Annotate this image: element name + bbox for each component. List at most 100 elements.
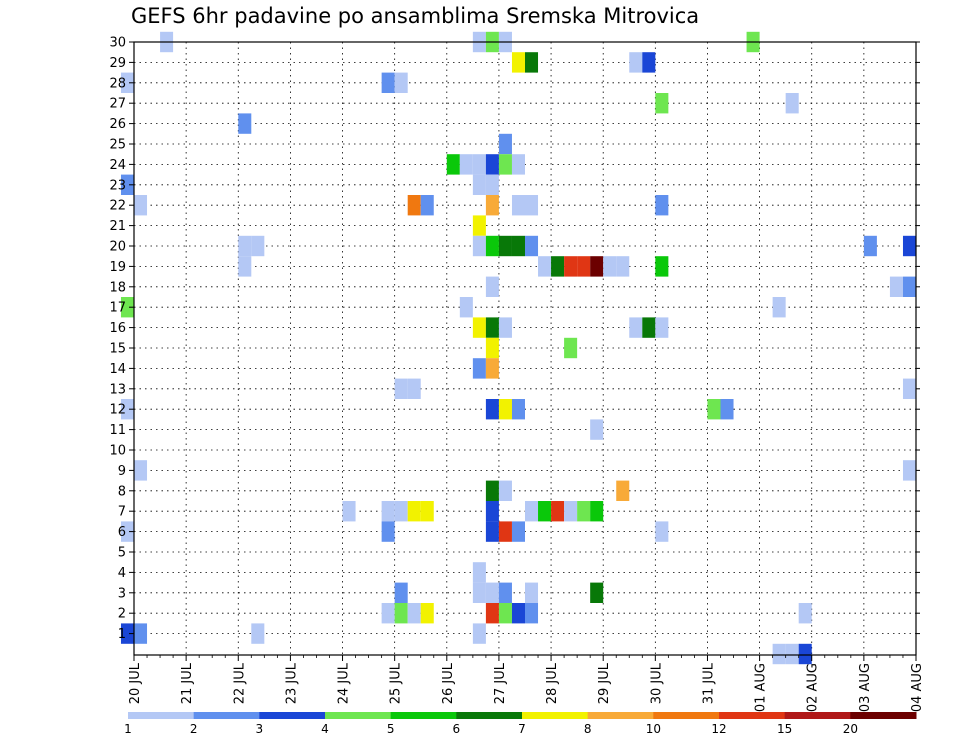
heatmap-cell <box>525 235 539 257</box>
heatmap-cell <box>498 521 512 542</box>
heatmap-cell <box>394 603 408 624</box>
heatmap-cell <box>120 297 134 318</box>
heatmap-cell <box>238 256 252 277</box>
legend-swatch <box>522 712 589 719</box>
heatmap-cell <box>498 582 512 603</box>
heatmap-cell <box>889 276 903 297</box>
heatmap-cell <box>472 358 486 379</box>
y-tick-label: 4 <box>118 566 126 581</box>
heatmap-cell <box>498 480 512 501</box>
x-tick-label: 03 AUG <box>858 663 873 712</box>
heatmap-cell <box>720 399 734 420</box>
heatmap-cell <box>394 378 408 399</box>
y-tick-label: 10 <box>109 444 126 459</box>
chart-title: GEFS 6hr padavine po ansamblima Sremska … <box>131 4 700 28</box>
heatmap-cell <box>472 623 486 644</box>
heatmap-cell <box>472 154 486 175</box>
heatmap-cell <box>655 256 669 277</box>
heatmap-cell <box>590 501 604 522</box>
heatmap-cell <box>525 195 539 216</box>
y-tick-label: 17 <box>109 301 126 316</box>
heatmap-cell <box>590 256 604 277</box>
heatmap-cell <box>485 501 499 522</box>
heatmap-cell <box>472 582 486 603</box>
legend-swatch <box>719 712 786 719</box>
heatmap-cell <box>485 399 499 420</box>
heatmap-cell <box>420 603 434 624</box>
heatmap-cell <box>629 52 643 73</box>
heatmap-cell <box>394 72 408 93</box>
heatmap-cell <box>485 276 499 297</box>
heatmap-cell <box>381 501 395 522</box>
heatmap-cell <box>485 235 499 257</box>
heatmap-cell <box>590 419 604 440</box>
heatmap-cell <box>511 235 525 257</box>
heatmap-cell <box>407 603 421 624</box>
heatmap-cell <box>472 235 486 257</box>
heatmap-cell <box>120 399 134 420</box>
heatmap-cell <box>902 378 916 399</box>
legend-label: 1 <box>124 722 132 736</box>
y-tick-label: 21 <box>109 219 126 234</box>
y-tick-label: 30 <box>109 36 126 51</box>
y-tick-label: 25 <box>109 138 126 153</box>
x-tick-label: 31 JUL <box>701 662 716 704</box>
heatmap-cell <box>498 235 512 257</box>
heatmap-cell <box>511 603 525 624</box>
y-tick-label: 27 <box>109 97 126 112</box>
heatmap-cell <box>498 603 512 624</box>
heatmap-cell <box>459 297 473 318</box>
heatmap-cell <box>616 256 630 277</box>
heatmap-cell <box>134 460 148 481</box>
legend-label: 12 <box>711 722 726 736</box>
x-tick-label: 29 JUL <box>597 662 612 704</box>
heatmap-cell <box>120 72 134 93</box>
y-tick-label: 28 <box>109 76 126 91</box>
x-tick-label: 04 AUG <box>910 663 925 712</box>
y-tick-label: 12 <box>109 403 126 418</box>
x-tick-label: 26 JUL <box>441 662 456 704</box>
y-tick-label: 1 <box>118 627 126 642</box>
heatmap-cell <box>616 480 630 501</box>
heatmap-cell <box>655 317 669 338</box>
y-tick-label: 15 <box>109 342 126 357</box>
heatmap-cell <box>381 72 395 93</box>
heatmap-cell <box>564 337 578 359</box>
y-tick-label: 13 <box>109 382 126 397</box>
heatmap-cell <box>498 133 512 155</box>
legend-label: 3 <box>256 722 264 736</box>
x-tick-label: 02 AUG <box>806 663 821 712</box>
x-tick-label: 20 JUL <box>128 662 143 704</box>
heatmap-cell <box>251 623 265 644</box>
heatmap-cell <box>642 317 656 338</box>
y-tick-label: 3 <box>118 586 126 601</box>
y-tick-label: 22 <box>109 199 126 214</box>
heatmap-cell <box>472 174 486 195</box>
heatmap-cell <box>798 643 812 665</box>
heatmap-cell <box>420 501 434 522</box>
heatmap-cell <box>485 195 499 216</box>
heatmap-cell <box>134 195 148 216</box>
heatmap-cell <box>120 174 134 195</box>
legend-label: 20 <box>843 722 858 736</box>
y-tick-label: 19 <box>109 260 126 275</box>
legend-swatch <box>128 712 195 719</box>
legend-label: 7 <box>518 722 526 736</box>
heatmap-cell <box>120 521 134 542</box>
heatmap-cell <box>485 480 499 501</box>
y-tick-label: 9 <box>118 464 126 479</box>
y-tick-label: 23 <box>109 178 126 193</box>
y-tick-label: 16 <box>109 321 126 336</box>
heatmap-cell <box>629 317 643 338</box>
heatmap-cell <box>472 215 486 236</box>
heatmap-cell <box>642 52 656 73</box>
heatmap-cell <box>472 562 486 583</box>
heatmap-cell <box>485 154 499 175</box>
heatmap-cell <box>798 603 812 624</box>
heatmap-cell <box>485 317 499 338</box>
legend-label: 4 <box>321 722 329 736</box>
heatmap-cell <box>251 235 265 257</box>
y-tick-label: 29 <box>109 56 126 71</box>
heatmap-cell <box>564 256 578 277</box>
heatmap-cell <box>381 603 395 624</box>
